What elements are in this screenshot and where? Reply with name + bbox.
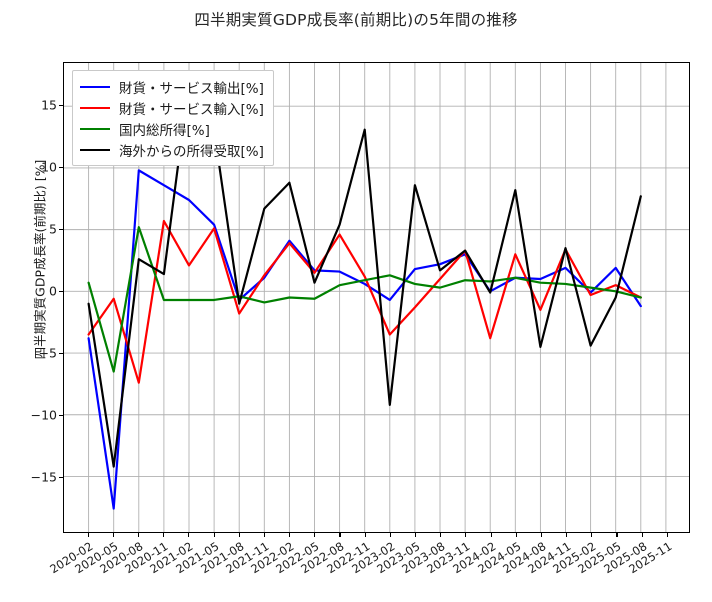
chart-legend: 財貨・サービス輸出[%] 財貨・サービス輸入[%] 国内総所得[%] 海外からの…	[72, 70, 274, 166]
series-line-1	[87, 219, 642, 384]
x-tick-mark	[263, 533, 266, 537]
x-tick-mark	[641, 533, 643, 537]
legend-label: 財貨・サービス輸出[%]	[119, 80, 264, 97]
x-tick-mark	[339, 533, 341, 537]
legend-label: 国内総所得[%]	[119, 122, 210, 139]
legend-label: 財貨・サービス輸入[%]	[119, 101, 264, 118]
x-tick-mark	[163, 533, 165, 537]
y-tick-label: 0	[49, 283, 57, 299]
legend-color-swatch	[80, 148, 110, 151]
x-tick-mark	[188, 533, 190, 537]
x-tick-mark	[465, 533, 467, 537]
x-tick-mark	[415, 533, 417, 537]
y-tick-mark	[59, 105, 63, 107]
y-tick-label: 10	[41, 159, 57, 175]
x-tick-mark	[364, 533, 366, 537]
legend-label: 海外からの所得受取[%]	[119, 143, 264, 160]
x-tick-mark	[591, 533, 593, 537]
legend-item[interactable]: 国内総所得[%]	[80, 118, 264, 139]
y-tick-label: −5	[38, 345, 57, 361]
x-tick-mark	[490, 533, 492, 537]
x-tick-mark	[213, 533, 215, 537]
x-tick-mark	[138, 533, 140, 537]
y-tick-mark	[59, 167, 63, 169]
x-tick-mark	[238, 533, 240, 537]
x-tick-mark	[440, 533, 442, 537]
y-tick-mark	[59, 415, 63, 417]
y-tick-mark	[59, 353, 63, 355]
legend-color-swatch	[80, 85, 110, 88]
x-tick-mark	[314, 533, 316, 537]
y-tick-label: −15	[30, 469, 57, 485]
x-tick-mark	[289, 533, 291, 537]
x-tick-mark	[566, 533, 568, 537]
legend-color-swatch	[80, 106, 110, 109]
legend-item[interactable]: 海外からの所得受取[%]	[80, 139, 264, 160]
series-line-0	[87, 169, 642, 510]
y-tick-mark	[59, 291, 63, 293]
legend-color-swatch	[80, 127, 110, 130]
x-tick-mark	[389, 533, 391, 537]
series-line-2	[87, 226, 642, 373]
x-tick-mark	[540, 533, 543, 537]
x-tick-mark	[616, 533, 618, 537]
x-tick-mark	[515, 533, 517, 537]
y-tick-mark	[59, 229, 63, 231]
x-tick-mark	[112, 533, 114, 537]
y-tick-label: −10	[30, 407, 57, 423]
chart-title: 四半期実質GDP成長率(前期比)の5年間の推移	[194, 11, 518, 29]
legend-item[interactable]: 財貨・サービス輸出[%]	[80, 76, 264, 97]
x-tick-mark	[87, 533, 89, 537]
x-tick-mark	[666, 533, 668, 537]
y-tick-mark	[59, 477, 63, 479]
legend-item[interactable]: 財貨・サービス輸入[%]	[80, 97, 264, 118]
y-tick-label: 15	[41, 97, 57, 113]
y-tick-label: 5	[49, 221, 57, 237]
